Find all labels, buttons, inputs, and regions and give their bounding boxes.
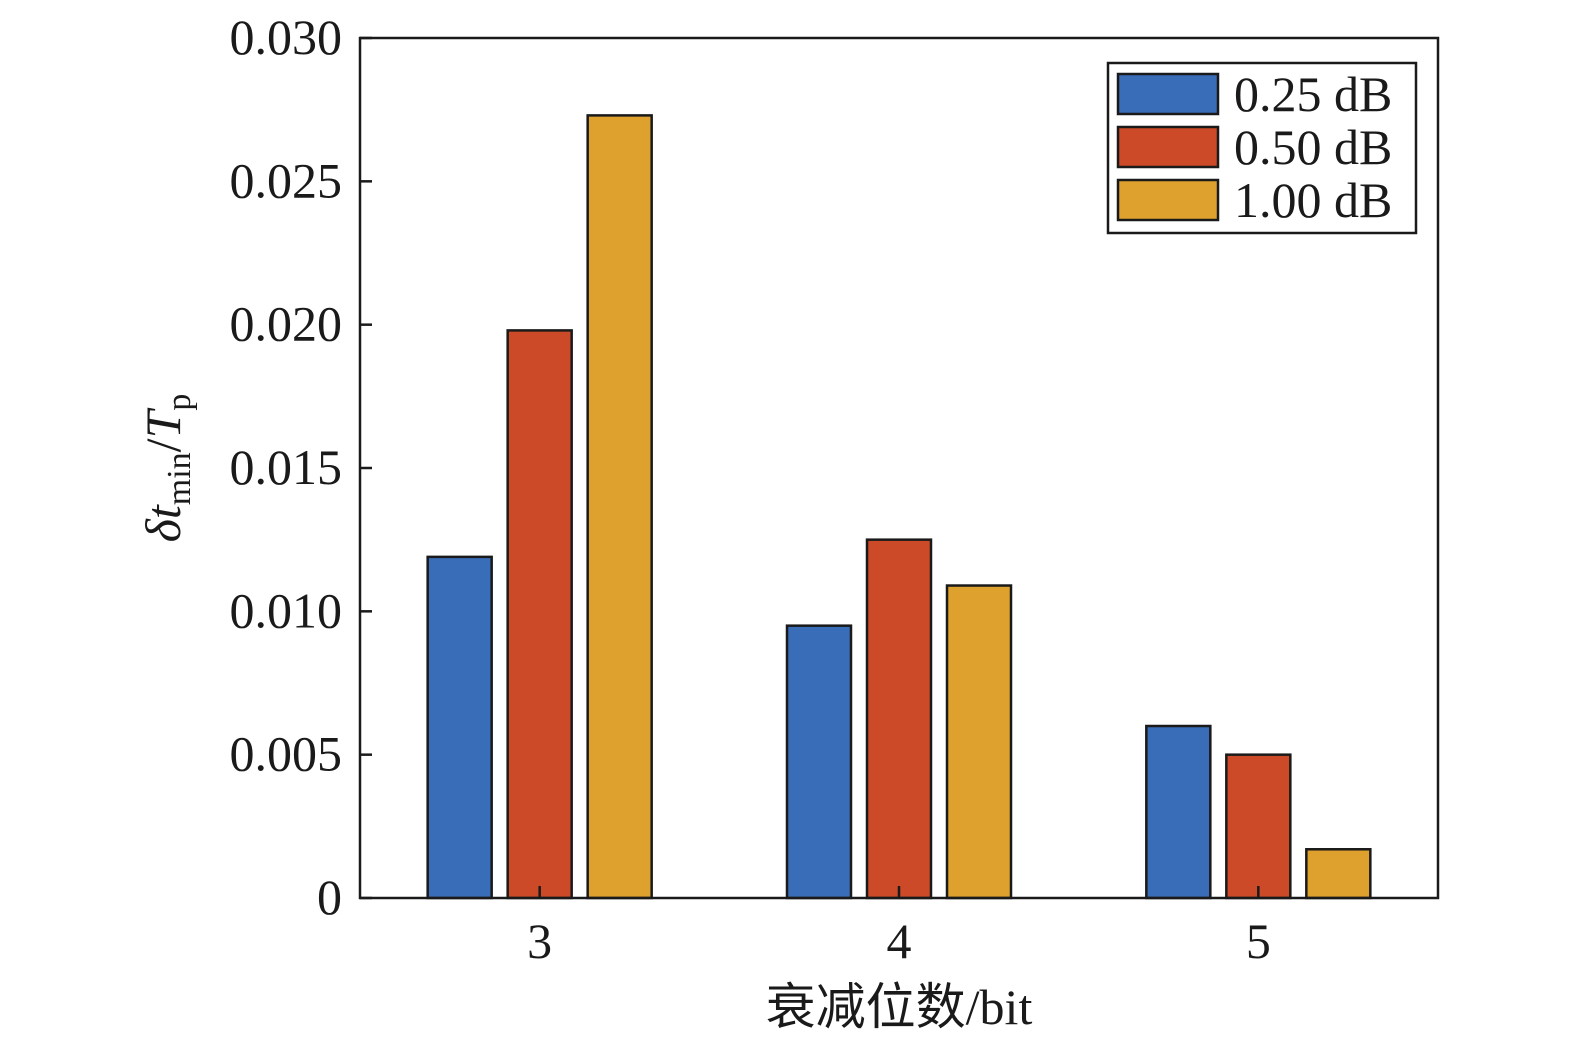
- y-tick-label: 0: [317, 869, 342, 925]
- legend-label: 1.00 dB: [1234, 172, 1392, 228]
- y-tick-label: 0.015: [230, 439, 343, 495]
- y-label-sub-p: p: [161, 394, 198, 411]
- y-label-slash: /: [135, 438, 191, 452]
- y-label-T: T: [135, 407, 191, 438]
- x-tick-label: 4: [887, 913, 912, 969]
- legend: 0.25 dB0.50 dB1.00 dB: [1106, 61, 1418, 235]
- bar-1_00-dB-cat-5: [1305, 848, 1372, 900]
- y-tick-label: 0.010: [230, 582, 343, 638]
- bar-0_25-dB-cat-5: [1145, 724, 1212, 900]
- legend-label: 0.25 dB: [1234, 66, 1392, 122]
- y-label-t: t: [135, 504, 191, 519]
- y-label-delta: δ: [135, 518, 191, 542]
- x-tick-label: 5: [1246, 913, 1271, 969]
- svg-text:δtmin/Tp: δtmin/Tp: [135, 394, 198, 543]
- y-tick-label: 0.005: [230, 726, 343, 782]
- y-axis-label: δtmin/Tp: [135, 394, 198, 543]
- bar-0_25-dB-cat-4: [785, 624, 853, 900]
- bar-1_00-dB-cat-4: [945, 584, 1013, 900]
- x-tick-label: 3: [527, 913, 552, 969]
- y-tick-label: 0.030: [230, 9, 343, 65]
- x-axis: 3 4 5: [527, 886, 1271, 969]
- y-tick-label: 0.025: [230, 152, 343, 208]
- legend-swatch: [1116, 178, 1220, 222]
- bars-layer: [426, 114, 1372, 900]
- y-label-sub-min: min: [161, 452, 198, 505]
- bar-0_50-dB-cat-4: [865, 538, 933, 900]
- bar-0_50-dB-cat-3: [506, 329, 573, 900]
- bar-0_25-dB-cat-3: [426, 555, 493, 900]
- y-tick-label: 0.020: [230, 296, 343, 352]
- legend-label: 0.50 dB: [1234, 119, 1392, 175]
- x-axis-label: 衰减位数/bit: [766, 979, 1033, 1035]
- legend-swatch: [1116, 125, 1220, 169]
- bar-0_50-dB-cat-5: [1225, 753, 1292, 900]
- bar-1_00-dB-cat-3: [586, 114, 653, 900]
- legend-swatch: [1116, 72, 1220, 116]
- y-axis: 0 0.005 0.010 0.015 0.020 0.025 0.030: [230, 9, 372, 925]
